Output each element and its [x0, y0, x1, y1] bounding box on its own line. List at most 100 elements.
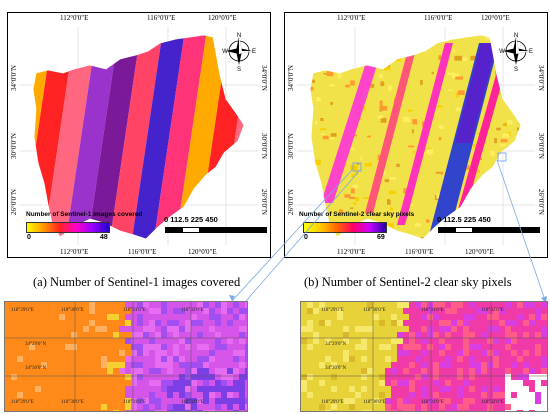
zoom-pixel	[209, 308, 215, 314]
zoom-pixel	[415, 332, 421, 338]
zoom-pixel	[325, 356, 331, 362]
zoom-pixel	[215, 332, 221, 338]
clear-sky-speckle	[329, 84, 335, 87]
zoom-pixel	[137, 404, 143, 410]
zoom-pixel	[173, 332, 179, 338]
zoom-pixel	[131, 398, 137, 404]
clear-sky-speckle	[380, 117, 387, 123]
zoom-pixel	[191, 326, 197, 332]
zoom-pixel	[511, 356, 517, 362]
zoom-pixel	[239, 320, 245, 326]
clear-sky-speckle	[438, 55, 441, 60]
zoom-pixel	[535, 356, 541, 362]
zoom-pixel	[469, 356, 475, 362]
zoom-pixel	[125, 398, 131, 404]
zoom-pixel	[191, 350, 197, 356]
zoom-pixel	[125, 302, 131, 308]
zoom-pixel	[445, 356, 451, 362]
clear-sky-speckle	[310, 40, 312, 44]
north-arrow-icon: N S W E	[222, 33, 256, 71]
zoom-pixel	[203, 374, 209, 380]
zoom-pixel	[391, 392, 397, 398]
zoom-pixel	[439, 326, 445, 332]
zoom-pixel	[185, 356, 191, 362]
zoom-pixel	[415, 326, 421, 332]
zoom-pixel	[131, 350, 137, 356]
clear-sky-speckle	[420, 79, 423, 85]
zoom-pixel	[535, 314, 541, 320]
zoom-pixel	[149, 332, 155, 338]
zoom-pixel	[155, 320, 161, 326]
zoom-pixel	[349, 398, 355, 404]
sentinel1-coverage-map	[20, 27, 258, 245]
zoom-pixel	[445, 410, 451, 411]
zoom-pixel	[71, 332, 77, 338]
zoom-pixel	[227, 392, 233, 398]
clear-sky-speckle	[456, 92, 460, 98]
zoom-pixel	[179, 326, 185, 332]
zoom-pixel	[409, 314, 415, 320]
zoom-pixel	[535, 374, 541, 380]
clear-sky-speckle	[452, 35, 455, 37]
zoom-pixel	[343, 332, 349, 338]
zoom-pixel	[451, 386, 457, 392]
clear-sky-speckle	[421, 121, 425, 127]
zoom-pixel	[481, 338, 487, 344]
zoom-pixel	[397, 392, 403, 398]
zoom-pixel	[227, 374, 233, 380]
zoom-pixel	[143, 332, 149, 338]
zoom-pixel	[391, 320, 397, 326]
clear-sky-speckle	[412, 119, 418, 125]
clear-sky-speckle	[387, 223, 394, 229]
zoom-pixel	[475, 374, 481, 380]
zoom-pixel	[367, 368, 373, 374]
zoom-pixel	[493, 386, 499, 392]
zoom-pixel	[319, 302, 325, 308]
zoom-pixel	[167, 320, 173, 326]
zoom-pixel	[167, 380, 173, 386]
zoom-pixel	[421, 320, 427, 326]
zoom-pixel	[541, 350, 547, 356]
zoom-pixel	[367, 326, 373, 332]
zoom-pixel	[415, 350, 421, 356]
zoom-pixel	[155, 344, 161, 350]
zoom-pixel	[385, 398, 391, 404]
zoom-pixel	[185, 320, 191, 326]
zoom-pixel	[529, 320, 535, 326]
zoom-pixel	[439, 392, 445, 398]
clear-sky-speckle	[523, 102, 529, 106]
zoom-pixel	[137, 326, 143, 332]
zoom-pixel	[143, 380, 149, 386]
zoom-pixel	[113, 362, 119, 368]
zoom-pixel	[511, 392, 517, 398]
zoom-pixel	[433, 410, 439, 411]
zoom-pixel	[233, 308, 239, 314]
zoom-pixel	[415, 356, 421, 362]
zoom-pixel	[469, 368, 475, 374]
zoom-pixel	[161, 320, 167, 326]
coverage-stripe	[130, 35, 186, 239]
zoom-pixel	[155, 308, 161, 314]
zoom-pixel	[331, 386, 337, 392]
zoom-pixel	[149, 374, 155, 380]
zoom-pixel	[529, 386, 535, 392]
zoom-pixel	[421, 404, 427, 410]
zoom-pixel	[173, 320, 179, 326]
zoom-pixel	[179, 404, 185, 410]
clear-sky-speckle	[495, 189, 502, 194]
coverage-stripe	[108, 35, 164, 239]
zoom-pixel	[209, 380, 215, 386]
zoom-pixel	[245, 338, 247, 344]
zoom-pixel	[185, 302, 191, 308]
zoom-pixel	[469, 374, 475, 380]
zoom-pixel	[523, 302, 529, 308]
clear-sky-speckle	[511, 149, 517, 154]
zoom-pixel	[71, 344, 77, 350]
clear-sky-speckle	[330, 237, 333, 239]
zoom-pixel	[167, 356, 173, 362]
zoom-pixel	[385, 368, 391, 374]
zoom-pixel	[221, 362, 227, 368]
zoom-pixel	[391, 314, 397, 320]
zoom-pixel	[511, 362, 517, 368]
zoom-pixel	[167, 362, 173, 368]
